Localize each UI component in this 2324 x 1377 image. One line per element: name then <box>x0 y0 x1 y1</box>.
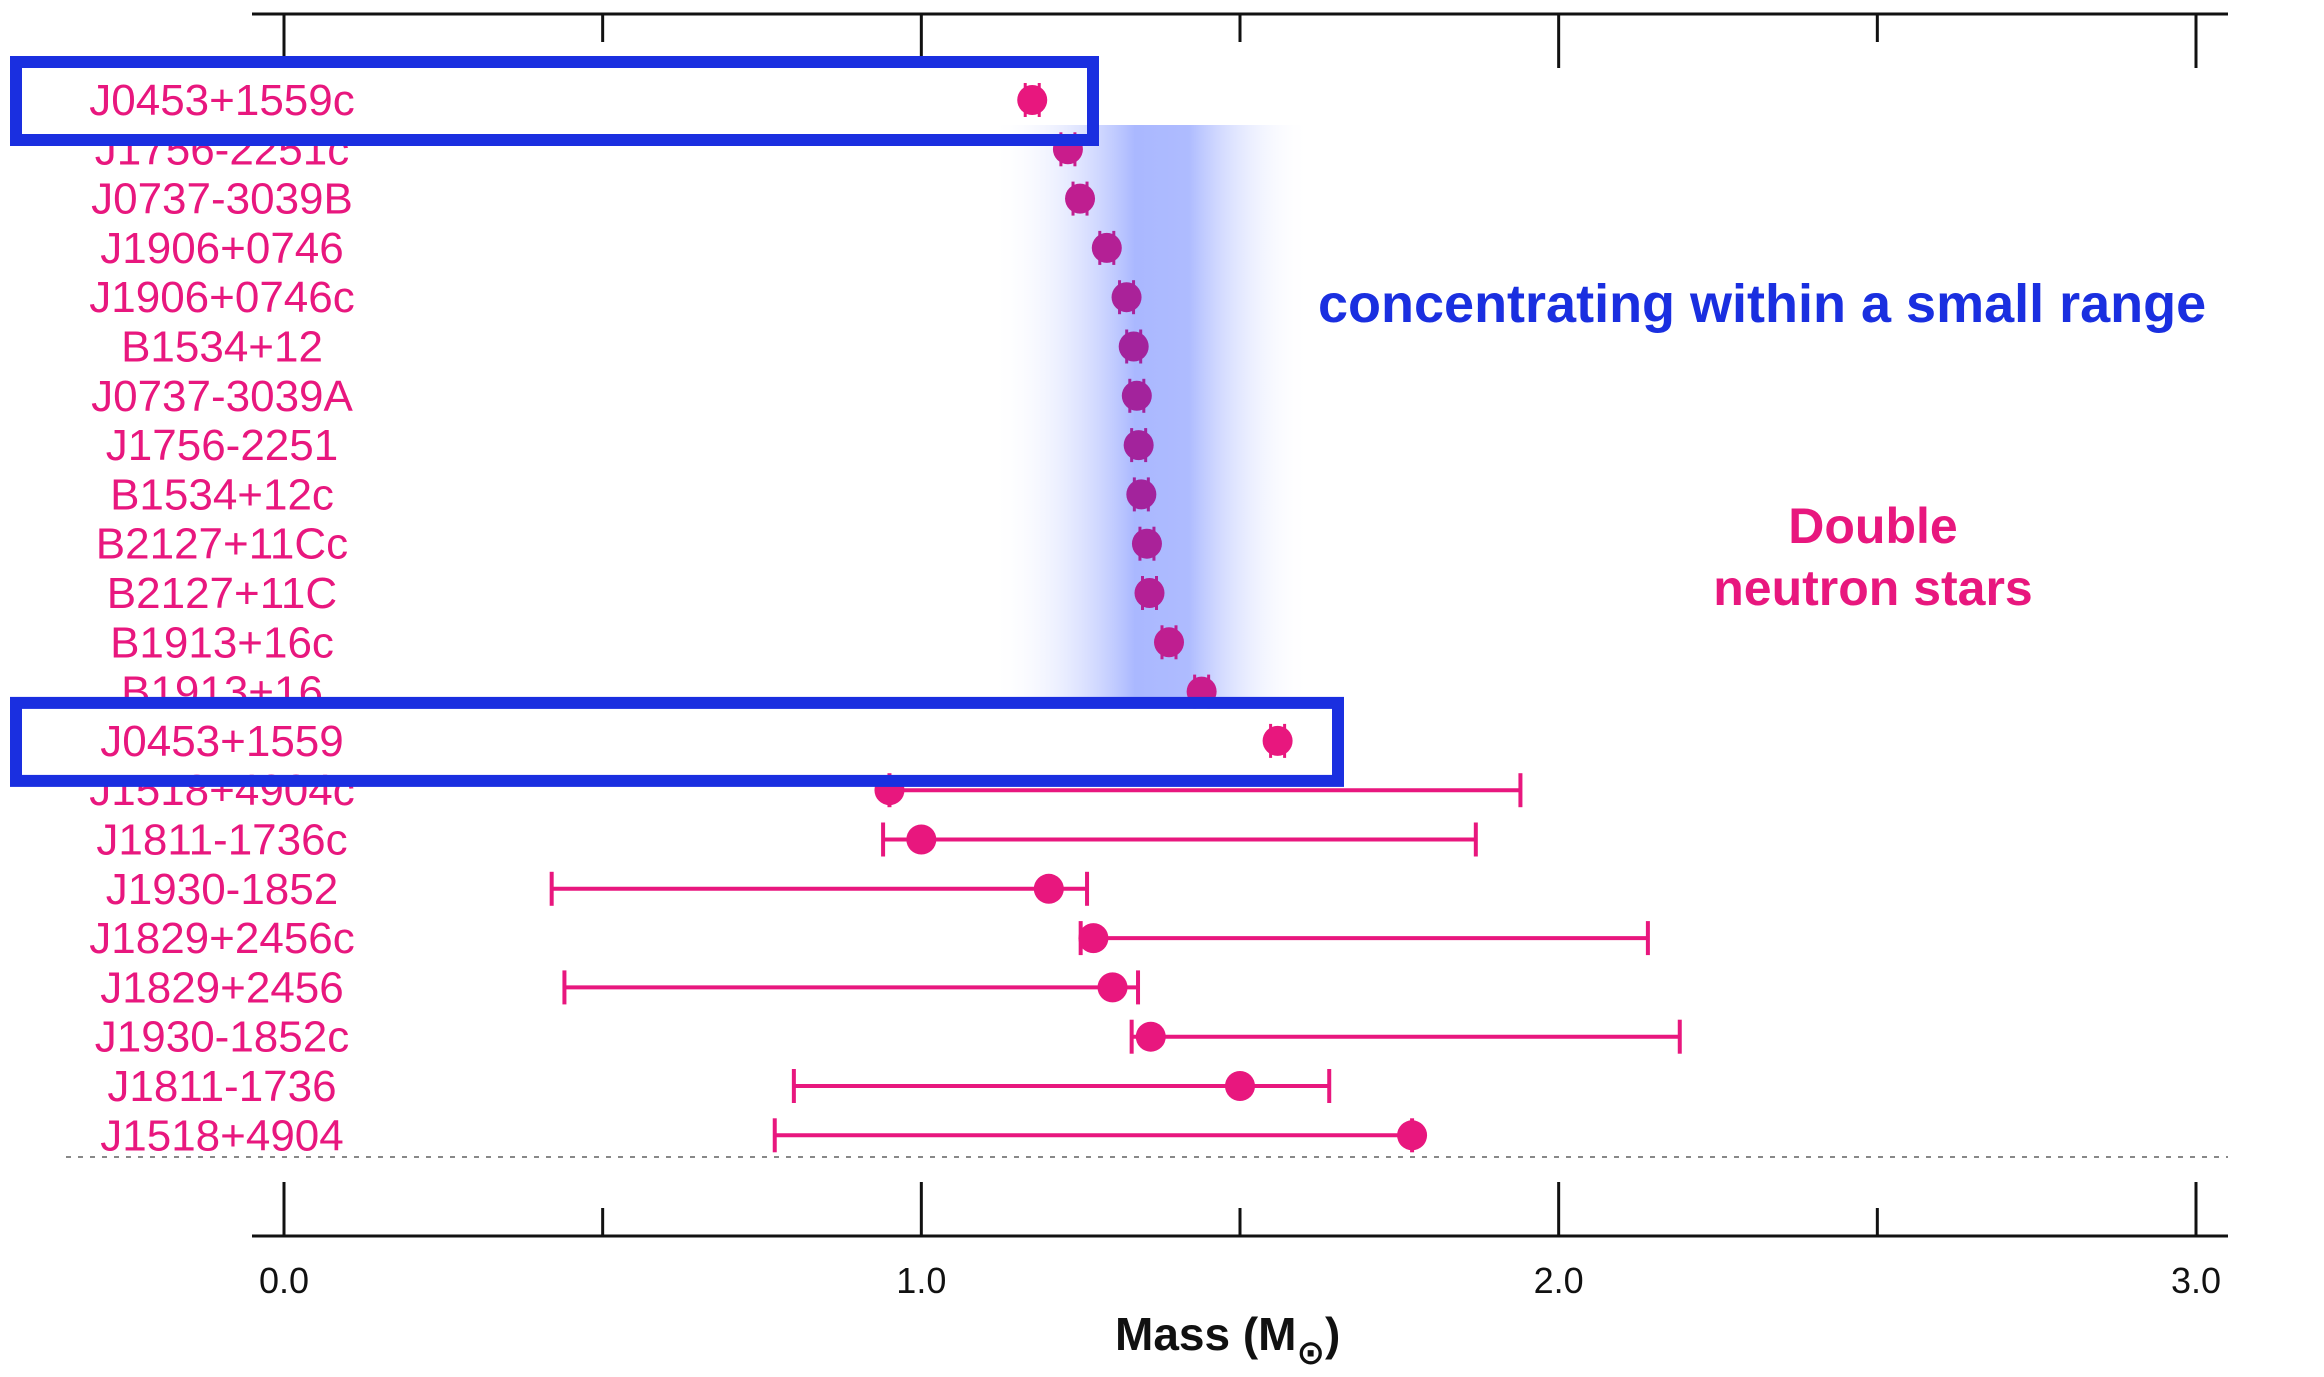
data-point <box>1397 1120 1428 1151</box>
pulsar-label: J1906+0746 <box>100 224 343 273</box>
data-point <box>1135 1021 1166 1052</box>
highlight-boxes <box>10 56 1344 787</box>
annotation-group-line1: Double <box>1788 498 1957 554</box>
highlight-band <box>991 125 1311 705</box>
data-point <box>1121 380 1152 411</box>
pulsar-label: B1913+16c <box>110 618 334 667</box>
data-point <box>1126 479 1157 510</box>
data-points <box>874 85 1428 1151</box>
pulsar-label: B2127+11Cc <box>96 520 348 569</box>
pulsar-label: B1913+16 <box>121 668 323 717</box>
data-point <box>1017 85 1048 115</box>
pulsar-label: J1756-2251c <box>95 125 349 174</box>
pulsar-label: B1534+12c <box>110 470 334 519</box>
pulsar-label: B1534+12 <box>121 323 323 372</box>
data-point <box>1225 1071 1255 1101</box>
data-point <box>1111 282 1142 313</box>
data-point <box>1123 430 1154 461</box>
x-axis-title-close: ) <box>1325 1308 1340 1360</box>
pulsar-label: J1906+0746c <box>89 273 354 322</box>
pulsar-label: J1829+2456 <box>100 963 343 1012</box>
highlight-box <box>10 56 1099 146</box>
x-tick-label: 2.0 <box>1534 1260 1584 1301</box>
pulsar-labels: J0453+1559cJ1756-2251cJ0737-3039BJ1906+0… <box>89 76 354 1160</box>
pulsar-label: J1930-1852 <box>106 865 338 914</box>
pulsar-label: J1518+4904c <box>89 766 354 815</box>
data-point <box>1154 627 1185 658</box>
data-point <box>1065 183 1096 214</box>
data-point <box>906 824 937 855</box>
annotation-range-note: concentrating within a small range <box>1318 274 2206 334</box>
pulsar-label: J0737-3039B <box>91 175 353 224</box>
pulsar-label: B2127+11C <box>107 569 337 618</box>
pulsar-label: J0453+1559 <box>100 717 343 766</box>
pulsar-label: J0737-3039A <box>91 372 353 421</box>
data-point <box>1262 725 1293 756</box>
x-axis-title: Mass (M⊙) <box>1115 1308 1340 1372</box>
data-point <box>1091 232 1122 263</box>
data-point <box>1078 923 1109 954</box>
x-axis-title-sun-symbol: ⊙ <box>1296 1334 1325 1372</box>
annotation-group-line2: neutron stars <box>1713 560 2033 616</box>
x-axis-title-main: Mass (M <box>1115 1308 1296 1360</box>
data-point <box>1134 578 1165 608</box>
axes <box>66 12 2228 1238</box>
data-point <box>1131 528 1162 559</box>
data-point <box>1118 331 1149 362</box>
pulsar-label: J1518+4904 <box>100 1111 343 1160</box>
x-tick-labels: 0.0 1.0 2.0 3.0 <box>259 1260 2221 1301</box>
pulsar-label: J1829+2456c <box>89 914 354 963</box>
pulsar-label: J1756-2251 <box>106 421 338 470</box>
x-tick-label: 1.0 <box>896 1260 946 1301</box>
highlight-box <box>10 696 1344 787</box>
pulsar-label: J1811-1736 <box>107 1062 336 1111</box>
pulsar-label: J1811-1736c <box>96 816 347 865</box>
data-point <box>1033 873 1064 904</box>
x-tick-label: 0.0 <box>259 1260 309 1301</box>
x-tick-label: 3.0 <box>2171 1260 2221 1301</box>
data-point <box>1097 972 1128 1003</box>
pulsar-label: J1930-1852c <box>95 1013 349 1062</box>
pulsar-label: J0453+1559c <box>89 76 354 125</box>
